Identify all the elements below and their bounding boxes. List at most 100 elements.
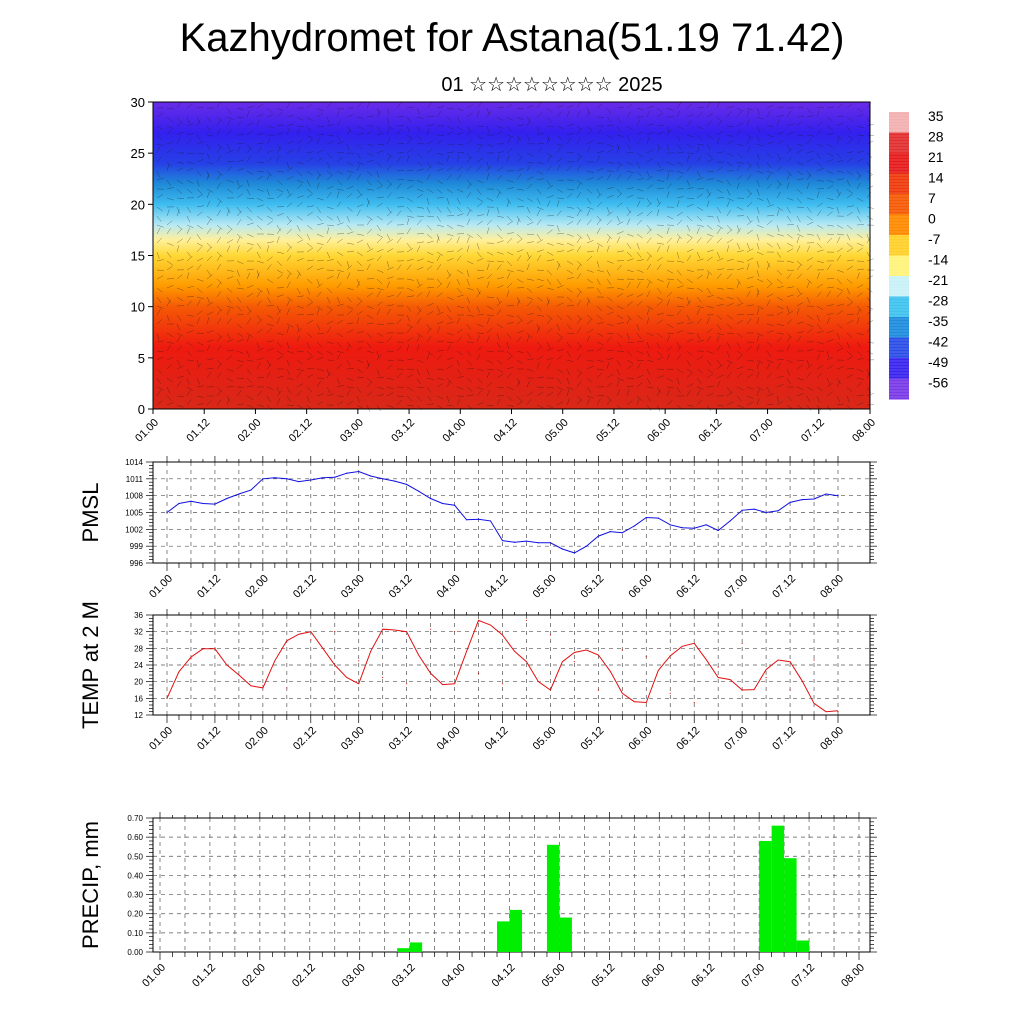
wind-barb bbox=[836, 224, 844, 229]
wind-barb bbox=[306, 139, 313, 145]
wind-barb bbox=[606, 143, 614, 148]
wind-barb bbox=[506, 251, 514, 256]
wind-barb bbox=[216, 390, 222, 397]
wind-barb bbox=[166, 278, 175, 280]
wind-barb bbox=[716, 287, 724, 290]
wind-barb bbox=[686, 350, 693, 356]
wind-barb bbox=[326, 258, 334, 262]
wind-barb bbox=[186, 123, 194, 127]
wind-barb bbox=[606, 323, 614, 327]
wind-barb bbox=[176, 116, 182, 123]
wind-barb bbox=[686, 197, 695, 200]
wind-barb bbox=[196, 205, 204, 208]
x-tick-label: 06.00 bbox=[645, 417, 673, 445]
wind-barb bbox=[646, 377, 651, 385]
colorbar-label: -56 bbox=[928, 375, 948, 391]
colorbar-segment bbox=[889, 235, 909, 256]
wind-barb bbox=[536, 147, 543, 154]
wind-barb bbox=[586, 188, 593, 194]
wind-barb bbox=[616, 264, 622, 271]
wind-barb bbox=[436, 282, 443, 289]
wind-barb bbox=[206, 218, 211, 226]
wind-barb bbox=[386, 359, 394, 362]
wind-barb bbox=[766, 204, 774, 208]
wind-barb bbox=[556, 179, 564, 182]
wind-barb bbox=[166, 141, 174, 145]
wind-barb bbox=[406, 287, 414, 292]
wind-barb bbox=[596, 368, 604, 371]
colorbar-segment bbox=[889, 358, 909, 379]
wind-barb bbox=[226, 318, 232, 325]
wind-barb bbox=[766, 341, 773, 347]
wind-barb bbox=[586, 250, 594, 253]
wind-barb bbox=[176, 137, 181, 145]
wind-barb bbox=[176, 238, 183, 244]
wind-barb bbox=[696, 237, 702, 244]
wind-barb bbox=[696, 258, 704, 262]
wind-barb bbox=[746, 161, 753, 167]
x-tick-label: 06.00 bbox=[639, 962, 667, 990]
wind-barb bbox=[496, 174, 503, 181]
wind-barb bbox=[446, 314, 453, 321]
wind-barb bbox=[706, 224, 713, 230]
wind-barb bbox=[806, 386, 814, 391]
wind-barb bbox=[666, 281, 670, 289]
wind-barb bbox=[566, 161, 575, 163]
wind-barb bbox=[156, 400, 163, 406]
wind-barb bbox=[526, 215, 533, 222]
wind-barb bbox=[826, 350, 830, 358]
wind-barb bbox=[216, 282, 222, 289]
wind-barb bbox=[826, 233, 835, 236]
wind-barb bbox=[686, 287, 695, 289]
wind-barb bbox=[806, 296, 811, 304]
wind-barb bbox=[376, 161, 382, 168]
wind-barb bbox=[616, 236, 621, 244]
wind-barb bbox=[206, 399, 212, 406]
wind-barb bbox=[766, 350, 772, 358]
wind-barb bbox=[566, 215, 574, 219]
wind-barb bbox=[516, 188, 524, 191]
x-tick-label: 07.00 bbox=[739, 962, 767, 990]
wind-barb bbox=[546, 278, 552, 285]
temp-point bbox=[334, 631, 336, 633]
wind-barb bbox=[556, 250, 564, 253]
wind-barb bbox=[446, 197, 450, 205]
temp-point bbox=[573, 661, 575, 663]
wind-barb bbox=[666, 129, 672, 136]
wind-barb bbox=[276, 350, 284, 355]
wind-barb bbox=[846, 188, 853, 194]
wind-barb bbox=[266, 256, 273, 262]
wind-barb bbox=[726, 245, 730, 253]
pmsl-point bbox=[717, 529, 719, 532]
wind-barb bbox=[206, 274, 213, 280]
wind-barb bbox=[546, 341, 551, 349]
wind-barb bbox=[576, 137, 581, 145]
wind-barb bbox=[746, 263, 750, 271]
x-tick-label: 01.00 bbox=[147, 573, 175, 601]
wind-barb bbox=[476, 276, 484, 280]
wind-barb bbox=[566, 368, 570, 376]
wind-barb bbox=[826, 152, 834, 157]
wind-barb bbox=[246, 179, 250, 187]
wind-barb bbox=[526, 164, 531, 172]
wind-barb bbox=[856, 247, 863, 253]
wind-barb bbox=[656, 125, 665, 127]
wind-barb bbox=[466, 179, 472, 186]
wind-barb bbox=[796, 386, 804, 390]
wind-barb bbox=[406, 227, 411, 235]
wind-barb bbox=[686, 404, 694, 407]
wind-barb bbox=[276, 193, 283, 199]
wind-barb bbox=[186, 341, 193, 347]
wind-barb bbox=[386, 183, 392, 190]
wind-barb bbox=[166, 148, 173, 154]
wind-barb bbox=[576, 300, 582, 307]
wind-barb bbox=[806, 158, 814, 163]
wind-barb bbox=[826, 264, 832, 271]
wind-barb bbox=[696, 356, 704, 361]
wind-barb bbox=[636, 177, 644, 181]
wind-barb bbox=[156, 206, 163, 212]
pmsl-point bbox=[406, 483, 408, 486]
wind-barb bbox=[196, 278, 204, 282]
wind-barb bbox=[426, 240, 434, 244]
colorbar-segment bbox=[889, 132, 909, 154]
